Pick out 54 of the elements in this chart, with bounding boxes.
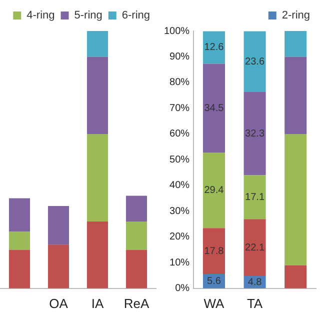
bar [284,134,307,266]
bar [202,31,225,64]
x-tick-label: WA [204,296,225,311]
y-tick-label: 80% [170,77,190,88]
data-label: 22.1 [245,242,265,254]
bar [126,221,148,250]
bar [86,221,108,288]
legend-label: 2-ring [282,10,310,22]
bar [8,198,30,232]
y-tick-label: 100% [164,26,190,37]
bar [8,250,30,288]
x-tick-label: IA [91,296,104,311]
data-label: 23.6 [245,56,265,68]
bar [202,228,225,274]
bar [202,64,225,152]
bar [244,219,266,276]
bar [284,31,307,57]
y-tick-label: 30% [170,206,190,217]
y-tick-label: 20% [170,232,190,243]
bar [284,56,307,134]
x-tick-label: ReA [124,296,150,311]
y-tick-label: 60% [170,128,190,140]
bar [86,134,108,222]
data-label: 17.8 [204,246,224,257]
bar [126,250,148,288]
bar [86,56,108,134]
bar [244,31,266,92]
y-tick-label: 40% [170,180,190,192]
data-label: 12.6 [204,42,224,54]
bar [244,175,266,220]
y-tick-label: 0% [175,283,190,294]
legend-label: 4-ring [26,10,55,22]
y-tick-label: 50% [170,154,190,166]
x-tick-label: OA [49,296,68,311]
y-tick-label: 70% [170,102,190,114]
bar [284,265,307,288]
bar [202,152,225,228]
legend-label: 6-ring [122,10,150,22]
legend-label: 5-ring [74,10,102,22]
data-label: 29.4 [204,185,224,196]
data-label: 17.1 [245,192,265,203]
data-label: 4.8 [248,276,262,288]
y-tick-label: 10% [170,257,190,268]
bar [48,206,70,245]
data-label: 5.6 [207,276,222,287]
bar [86,31,108,57]
bar [48,244,70,288]
bar [244,92,266,176]
data-label: 34.5 [204,102,224,114]
y-tick-label: 90% [170,51,190,62]
bar [126,196,148,222]
x-tick-label: TA [246,296,263,311]
bar [8,232,30,250]
data-label: 32.3 [245,128,265,140]
